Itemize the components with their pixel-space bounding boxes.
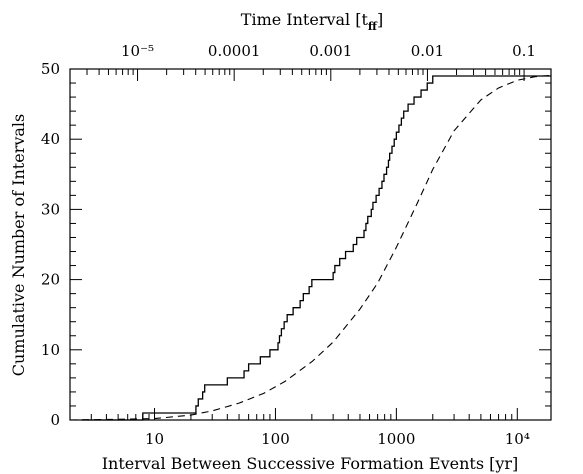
axis-ticks <box>69 68 551 421</box>
x-tick-label: 100 <box>261 430 290 448</box>
x-axis-title: Interval Between Successive Formation Ev… <box>102 454 519 473</box>
top-axis-title: Time Interval [tff] <box>241 10 383 33</box>
x-tick-label: 10⁴ <box>505 430 530 448</box>
plot-frame <box>69 68 552 421</box>
y-tick-label: 50 <box>41 60 60 78</box>
top-axis-title-close: ] <box>377 10 383 29</box>
y-tick-label: 40 <box>41 130 60 148</box>
x-tick-label: 1000 <box>377 430 415 448</box>
tick-labels: 10 100 1000 10⁴ 0 10 20 30 40 50 10⁻⁵ 0.0001 0.001 0.… <box>41 42 536 448</box>
y-tick-label: 0 <box>50 411 60 429</box>
y-tick-label: 10 <box>41 341 60 359</box>
top-x-tick-label: 0.0001 <box>208 42 261 60</box>
top-x-tick-label: 10⁻⁵ <box>121 42 154 60</box>
y-axis-title: Cumulative Number of Intervals <box>9 114 28 376</box>
top-x-tick-label: 0.001 <box>309 42 352 60</box>
top-x-tick-label: 0.01 <box>411 42 444 60</box>
top-axis-title-subscript: ff <box>368 20 378 33</box>
dashed-series <box>69 74 552 421</box>
y-tick-label: 20 <box>41 271 60 289</box>
solid-step-series <box>81 75 551 421</box>
top-x-tick-label: 0.1 <box>512 42 536 60</box>
y-tick-label: 30 <box>41 200 60 218</box>
data-series <box>69 74 552 421</box>
top-axis-title-main: Time Interval [t <box>241 10 369 29</box>
x-tick-label: 10 <box>145 430 164 448</box>
